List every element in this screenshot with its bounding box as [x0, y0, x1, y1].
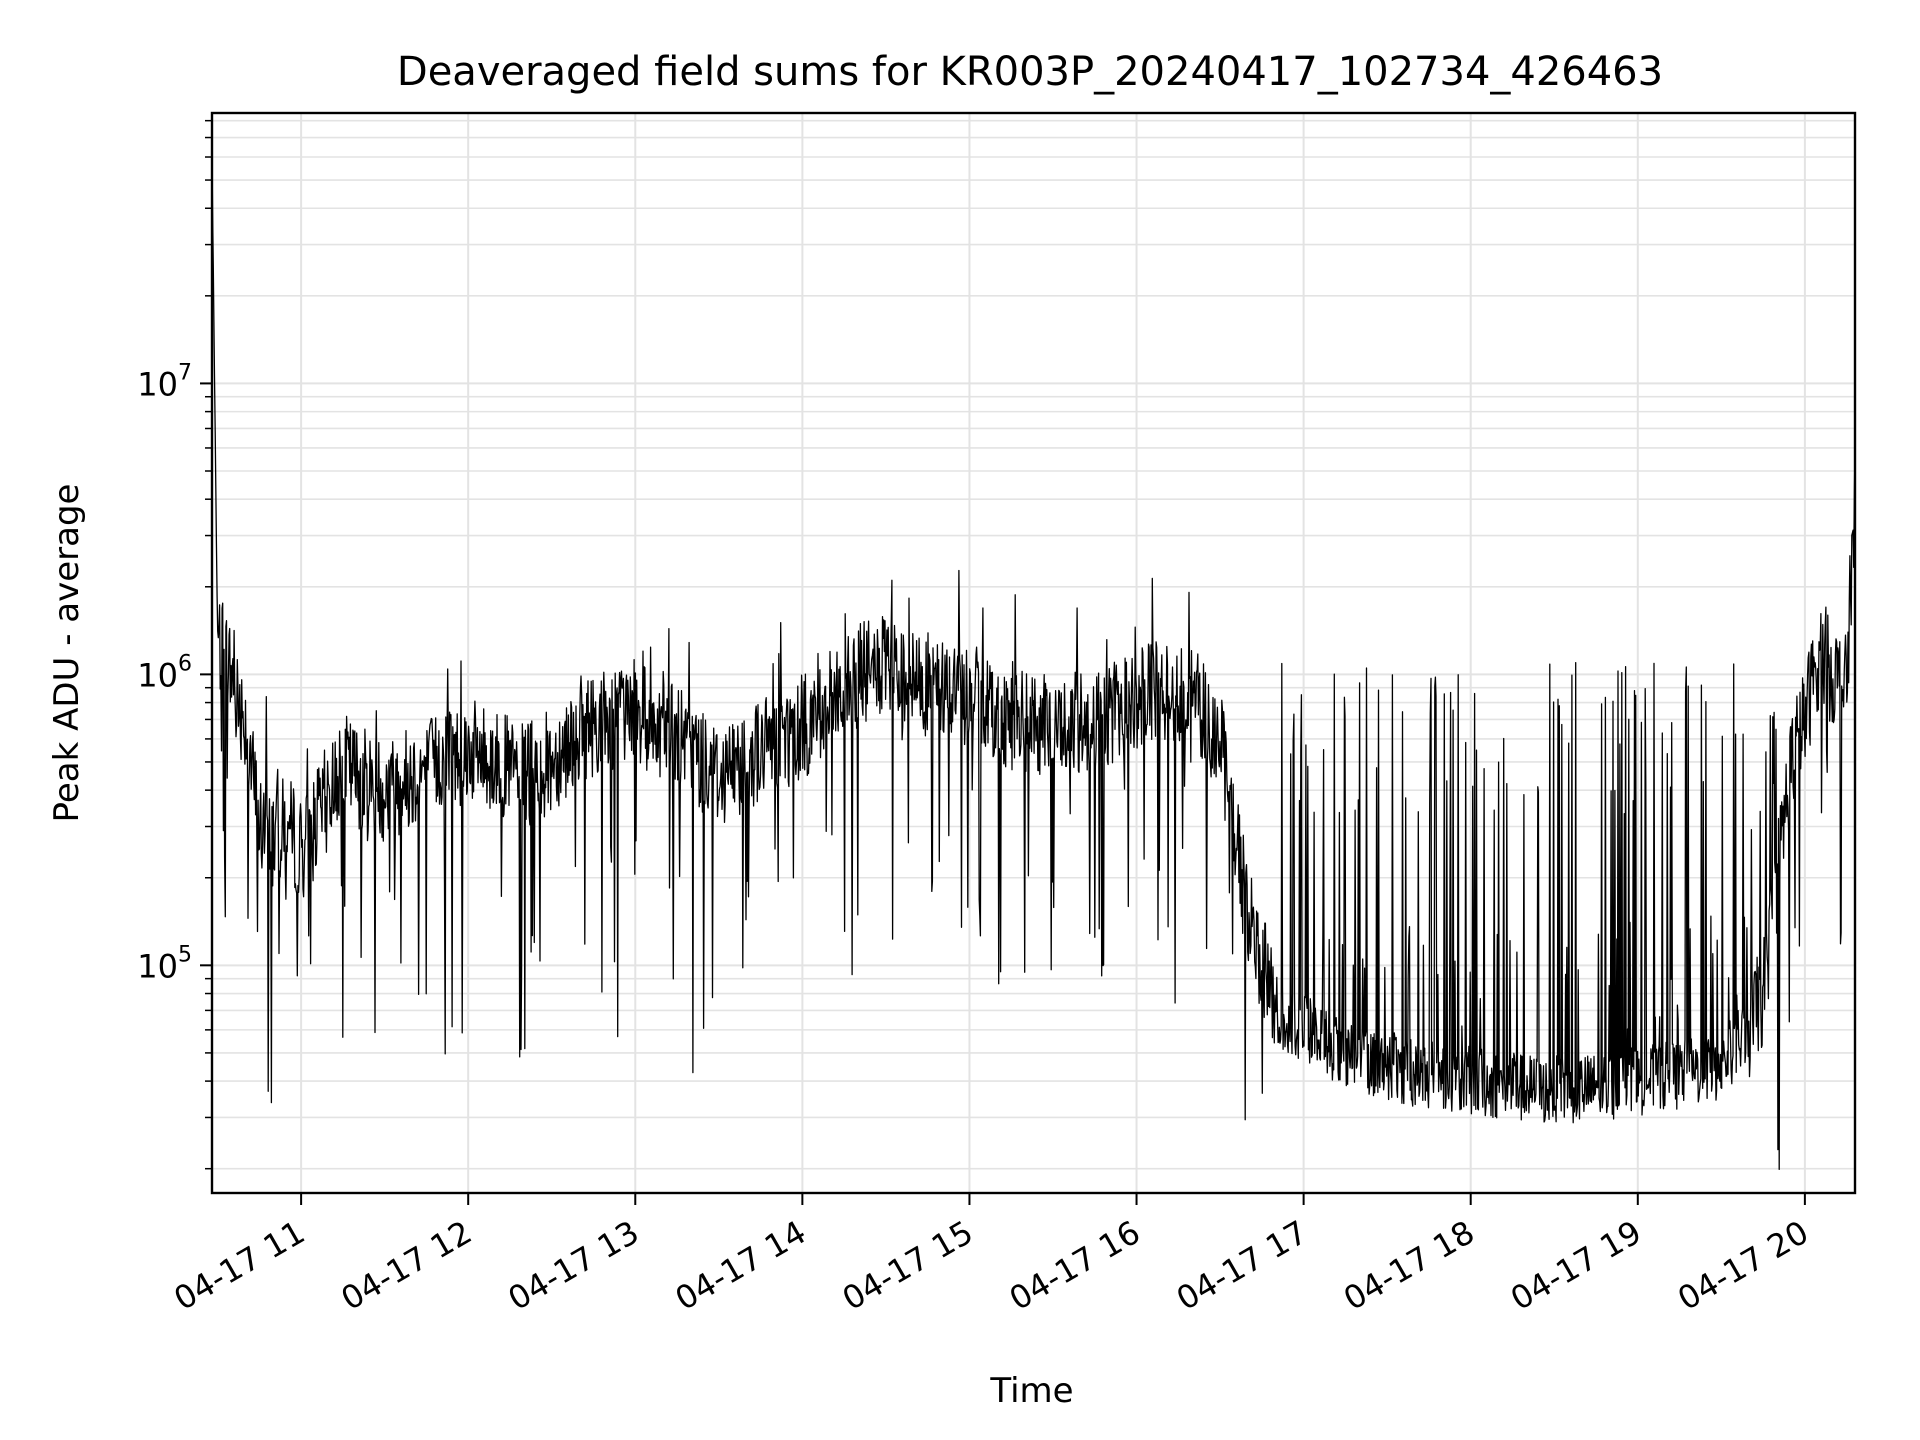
- series-0-line: [211, 156, 1856, 1171]
- grid: [212, 113, 1855, 1193]
- chart-title: Deaveraged field sums for KR003P_2024041…: [397, 49, 1663, 95]
- y-axis: 105 106 107: [137, 119, 212, 1170]
- x-axis-label: Time: [989, 1371, 1073, 1411]
- y-tick-label: 105: [137, 942, 192, 985]
- y-tick-label: 107: [137, 360, 192, 403]
- plot-frame: [210, 111, 1857, 1195]
- y-axis-label: Peak ADU - average: [47, 484, 87, 823]
- series-line: [211, 156, 1856, 1171]
- y-tick-label: 106: [137, 651, 192, 694]
